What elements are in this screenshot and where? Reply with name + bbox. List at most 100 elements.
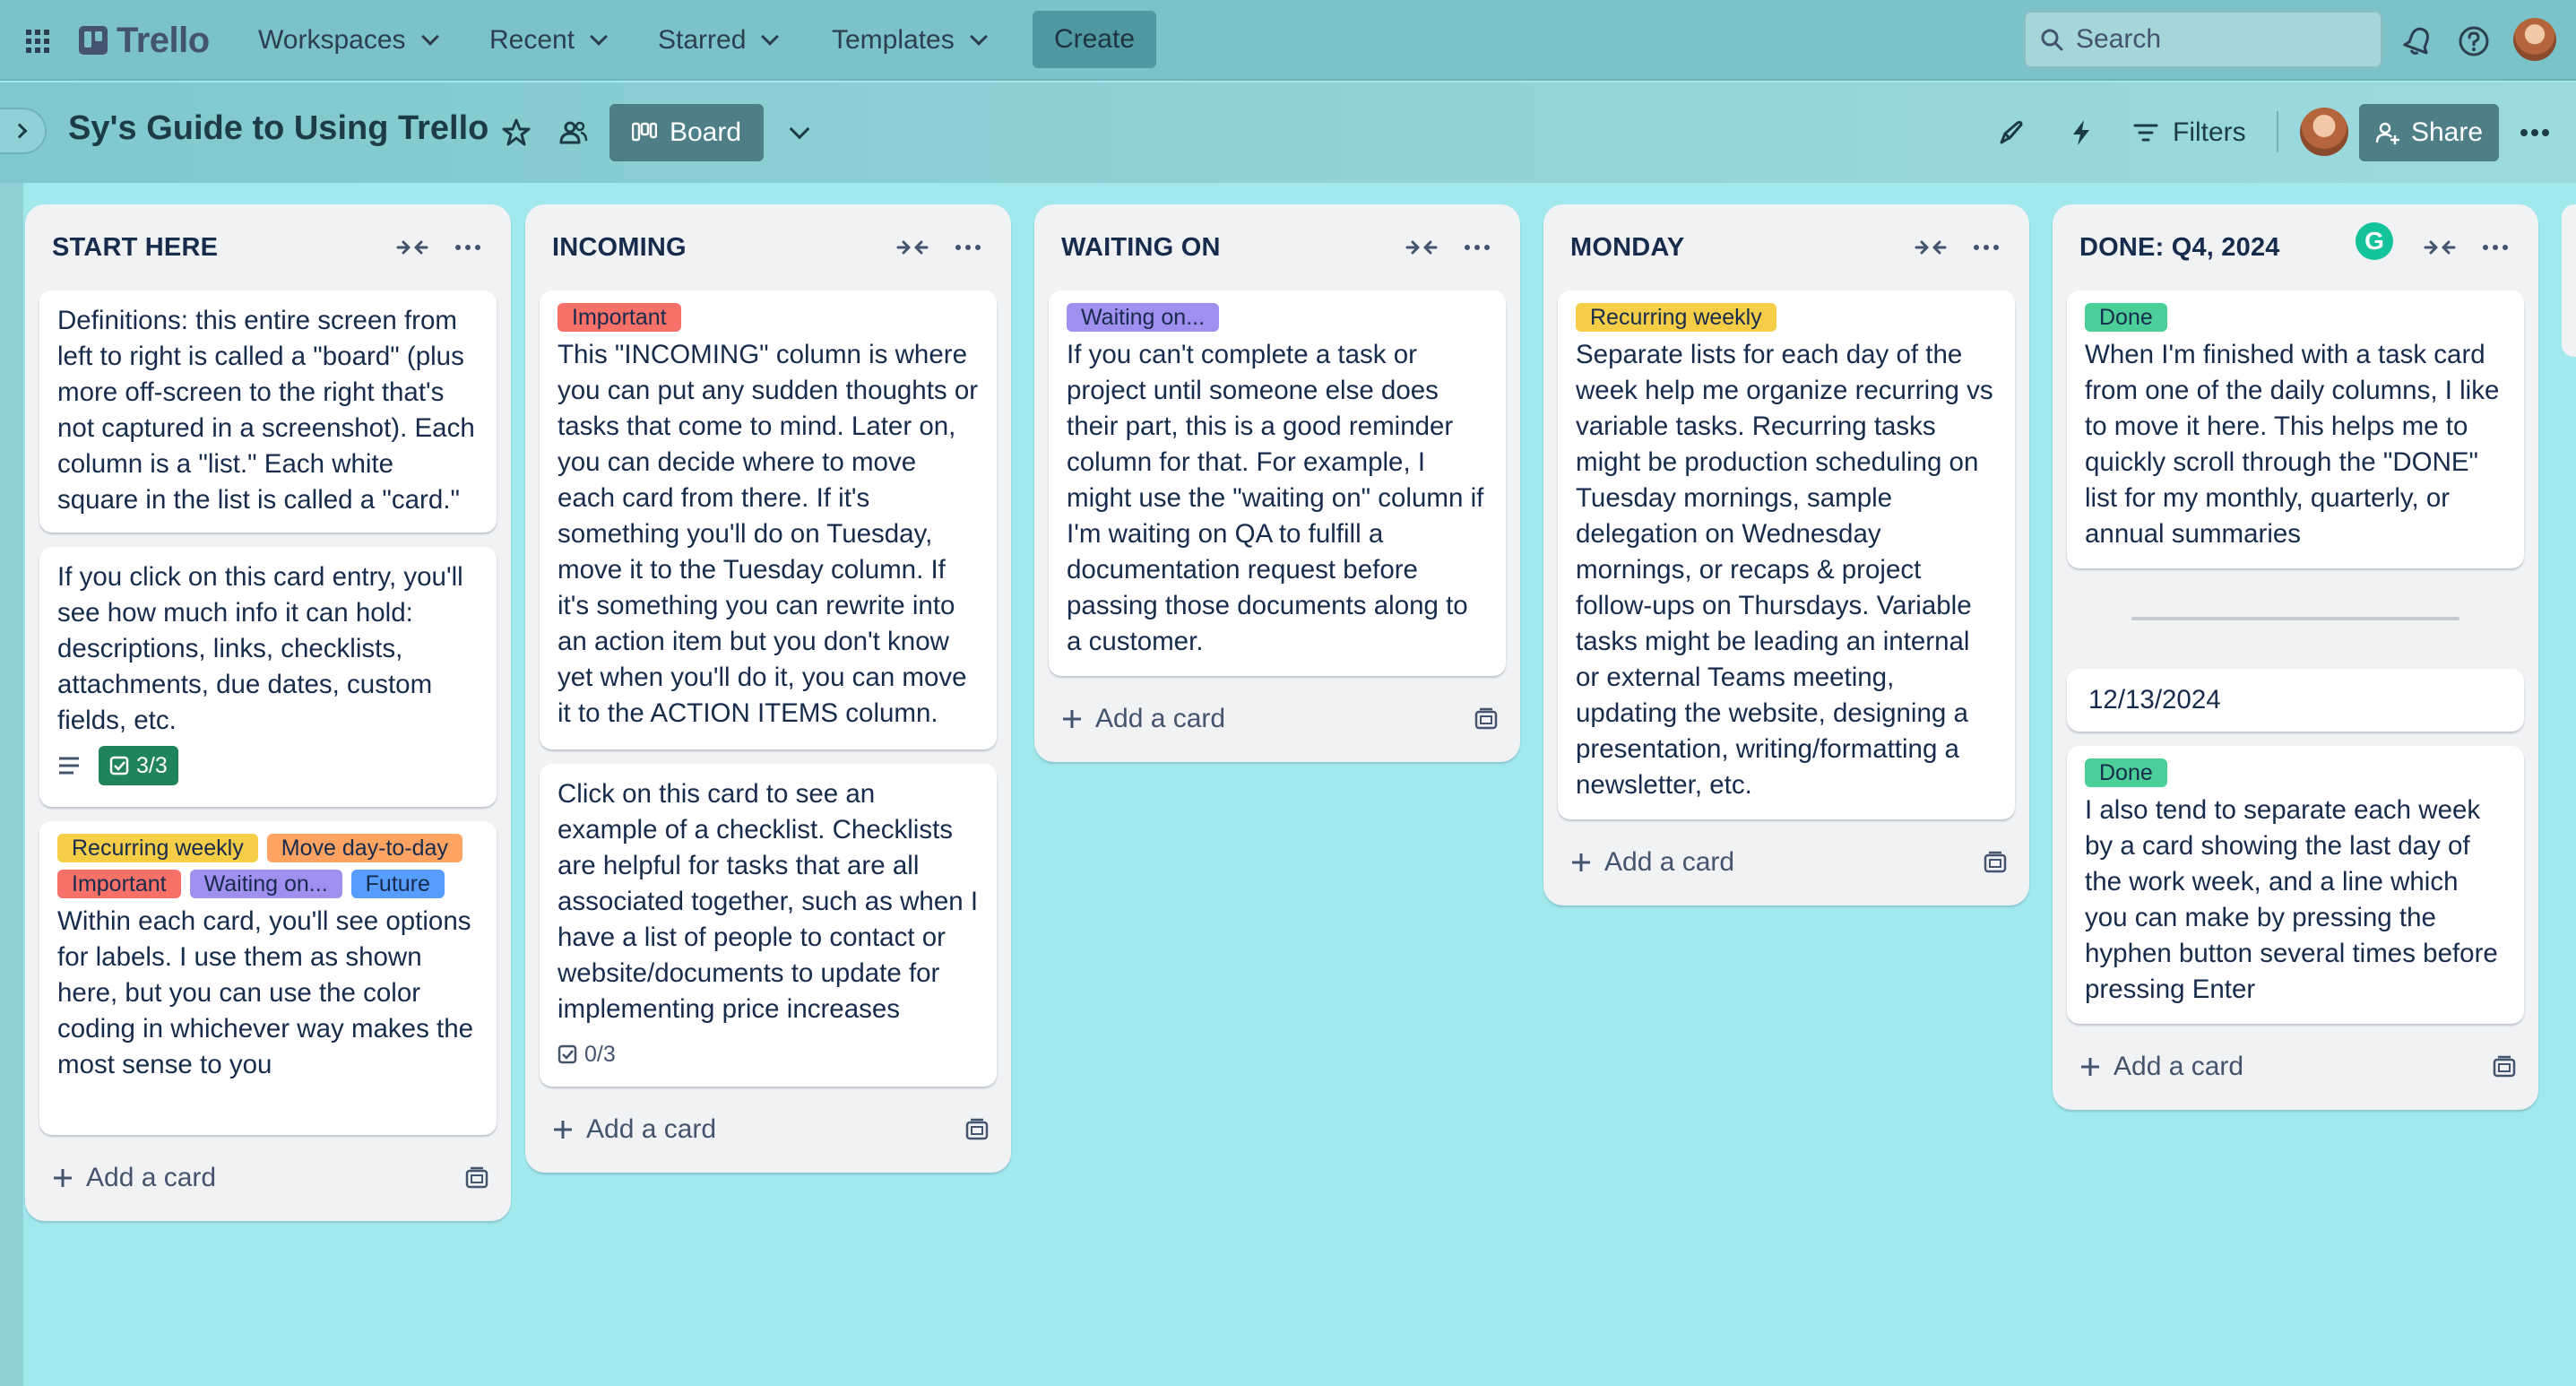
starred-label: Starred (658, 25, 747, 55)
label-done[interactable]: Done (2085, 758, 2167, 787)
card-divider-line[interactable] (2067, 583, 2524, 654)
trello-logo[interactable]: Trello (79, 20, 210, 61)
label-important[interactable]: Important (558, 303, 681, 332)
card[interactable]: Done When I'm finished with a task card … (2067, 290, 2524, 568)
starred-menu[interactable]: Starred (647, 16, 787, 65)
card-title: Within each card, you'll see options for… (57, 906, 474, 1079)
board-member-avatar[interactable] (2300, 108, 2348, 156)
list-incoming: INCOMING Important This "INCOMING" colum… (525, 204, 1011, 1173)
card-labels: Done (2085, 758, 2506, 787)
collapse-list-icon[interactable] (895, 230, 930, 265)
list-actions-icon[interactable] (1968, 230, 2004, 265)
add-card-button[interactable]: Add a card (2053, 1024, 2538, 1110)
label-recurring-weekly[interactable]: Recurring weekly (57, 834, 258, 862)
card[interactable]: Waiting on... If you can't complete a ta… (1049, 290, 1506, 676)
checklist-count: 0/3 (584, 1042, 616, 1067)
list-title[interactable]: DONE: Q4, 2024 (2079, 232, 2280, 262)
collapse-list-icon[interactable] (2422, 230, 2458, 265)
label-future[interactable]: Future (350, 870, 445, 898)
top-navigation: Trello Workspaces Recent Starred Templat… (0, 0, 2576, 81)
list-actions-icon[interactable] (950, 230, 986, 265)
workspaces-menu[interactable]: Workspaces (247, 16, 447, 65)
card-labels: Done (2085, 303, 2506, 332)
workspace-visibility-icon[interactable] (554, 113, 593, 152)
automation-icon[interactable] (2062, 113, 2101, 152)
collapse-list-icon[interactable] (1404, 230, 1439, 265)
create-from-template-icon[interactable] (2492, 1055, 2517, 1078)
grammarly-icon[interactable]: G (2356, 222, 2393, 260)
notifications-icon[interactable] (2399, 22, 2438, 61)
card-title: Separate lists for each day of the week … (1576, 340, 1993, 800)
templates-menu[interactable]: Templates (821, 16, 996, 65)
card-week-separator[interactable]: 12/13/2024 (2067, 669, 2524, 732)
label-waiting-on[interactable]: Waiting on... (189, 870, 342, 898)
card[interactable]: Recurring weekly Separate lists for each… (1558, 290, 2015, 819)
create-from-template-icon[interactable] (464, 1166, 489, 1190)
list-actions-icon[interactable] (1459, 230, 1495, 265)
more-options-icon[interactable] (2515, 113, 2554, 152)
card[interactable]: Important This "INCOMING" column is wher… (540, 290, 997, 749)
label-recurring-weekly[interactable]: Recurring weekly (1576, 303, 1776, 332)
board-view-button[interactable]: Board (609, 104, 764, 161)
card[interactable]: Definitions: this entire screen from lef… (39, 290, 497, 533)
card-labels: Important (558, 303, 979, 332)
list-title[interactable]: START HERE (52, 232, 219, 262)
help-icon[interactable] (2454, 22, 2494, 61)
create-from-template-icon[interactable] (1474, 707, 1499, 731)
apps-grid-icon[interactable] (20, 23, 56, 59)
plus-icon (554, 1121, 572, 1139)
add-card-label: Add a card (2114, 1052, 2244, 1081)
add-card-button[interactable]: Add a card (25, 1135, 511, 1221)
add-card-button[interactable]: Add a card (1543, 819, 2029, 905)
filters-button[interactable]: Filters (2133, 106, 2246, 160)
chevron-down-icon (969, 28, 988, 46)
collapse-list-icon[interactable] (1913, 230, 1949, 265)
card-title: If you can't complete a task or project … (1067, 340, 1484, 656)
checklist-icon (558, 1044, 577, 1064)
list-offscreen-partial (2562, 204, 2576, 357)
add-card-label: Add a card (1604, 847, 1735, 877)
label-waiting-on[interactable]: Waiting on... (1067, 303, 1220, 332)
create-button[interactable]: Create (1033, 11, 1156, 68)
add-card-button[interactable]: Add a card (525, 1087, 1011, 1173)
create-from-template-icon[interactable] (1983, 851, 2008, 874)
logo-text: Trello (117, 20, 210, 60)
list-header: WAITING ON (1034, 204, 1520, 290)
list-title[interactable]: INCOMING (552, 232, 687, 262)
share-button[interactable]: Share (2359, 104, 2499, 161)
list-start-here: START HERE Definitions: this entire scre… (25, 204, 511, 1221)
power-ups-icon[interactable] (1992, 113, 2031, 152)
board-left-edge (0, 183, 23, 1386)
card[interactable]: Click on this card to see an example of … (540, 764, 997, 1087)
card-title: Click on this card to see an example of … (558, 779, 979, 1024)
add-card-label: Add a card (1095, 704, 1226, 733)
board-title[interactable]: Sy's Guide to Using Trello (68, 109, 489, 147)
label-done[interactable]: Done (2085, 303, 2167, 332)
search-placeholder: Search (2076, 24, 2162, 54)
avatar[interactable] (2513, 18, 2556, 61)
search-input[interactable]: Search (2024, 11, 2382, 68)
star-icon[interactable] (497, 113, 536, 152)
card[interactable]: Recurring weekly Move day-to-day Importa… (39, 821, 497, 1135)
collapse-list-icon[interactable] (394, 230, 430, 265)
label-important[interactable]: Important (57, 870, 181, 898)
card[interactable]: Done I also tend to separate each week b… (2067, 746, 2524, 1024)
list-done-q4-2024: DONE: Q4, 2024 Done When I'm finished wi… (2053, 204, 2538, 1110)
list-actions-icon[interactable] (2477, 230, 2513, 265)
plus-icon (1063, 710, 1081, 728)
sidebar-expand-button[interactable] (0, 108, 47, 154)
view-switcher-chevron-icon[interactable] (778, 111, 821, 154)
list-actions-icon[interactable] (450, 230, 486, 265)
list-header: MONDAY (1543, 204, 2029, 290)
card-labels: Recurring weekly (1576, 303, 1997, 332)
card-title: 12/13/2024 (2088, 685, 2221, 715)
list-title[interactable]: MONDAY (1570, 232, 1685, 262)
list-title[interactable]: WAITING ON (1061, 232, 1221, 262)
create-from-template-icon[interactable] (964, 1118, 990, 1141)
trello-logo-icon (79, 26, 108, 55)
card-title: I also tend to separate each week by a c… (2085, 795, 2498, 1004)
add-card-button[interactable]: Add a card (1034, 676, 1520, 762)
card[interactable]: If you click on this card entry, you'll … (39, 547, 497, 807)
label-move-day-to-day[interactable]: Move day-to-day (266, 834, 462, 862)
recent-menu[interactable]: Recent (479, 16, 616, 65)
